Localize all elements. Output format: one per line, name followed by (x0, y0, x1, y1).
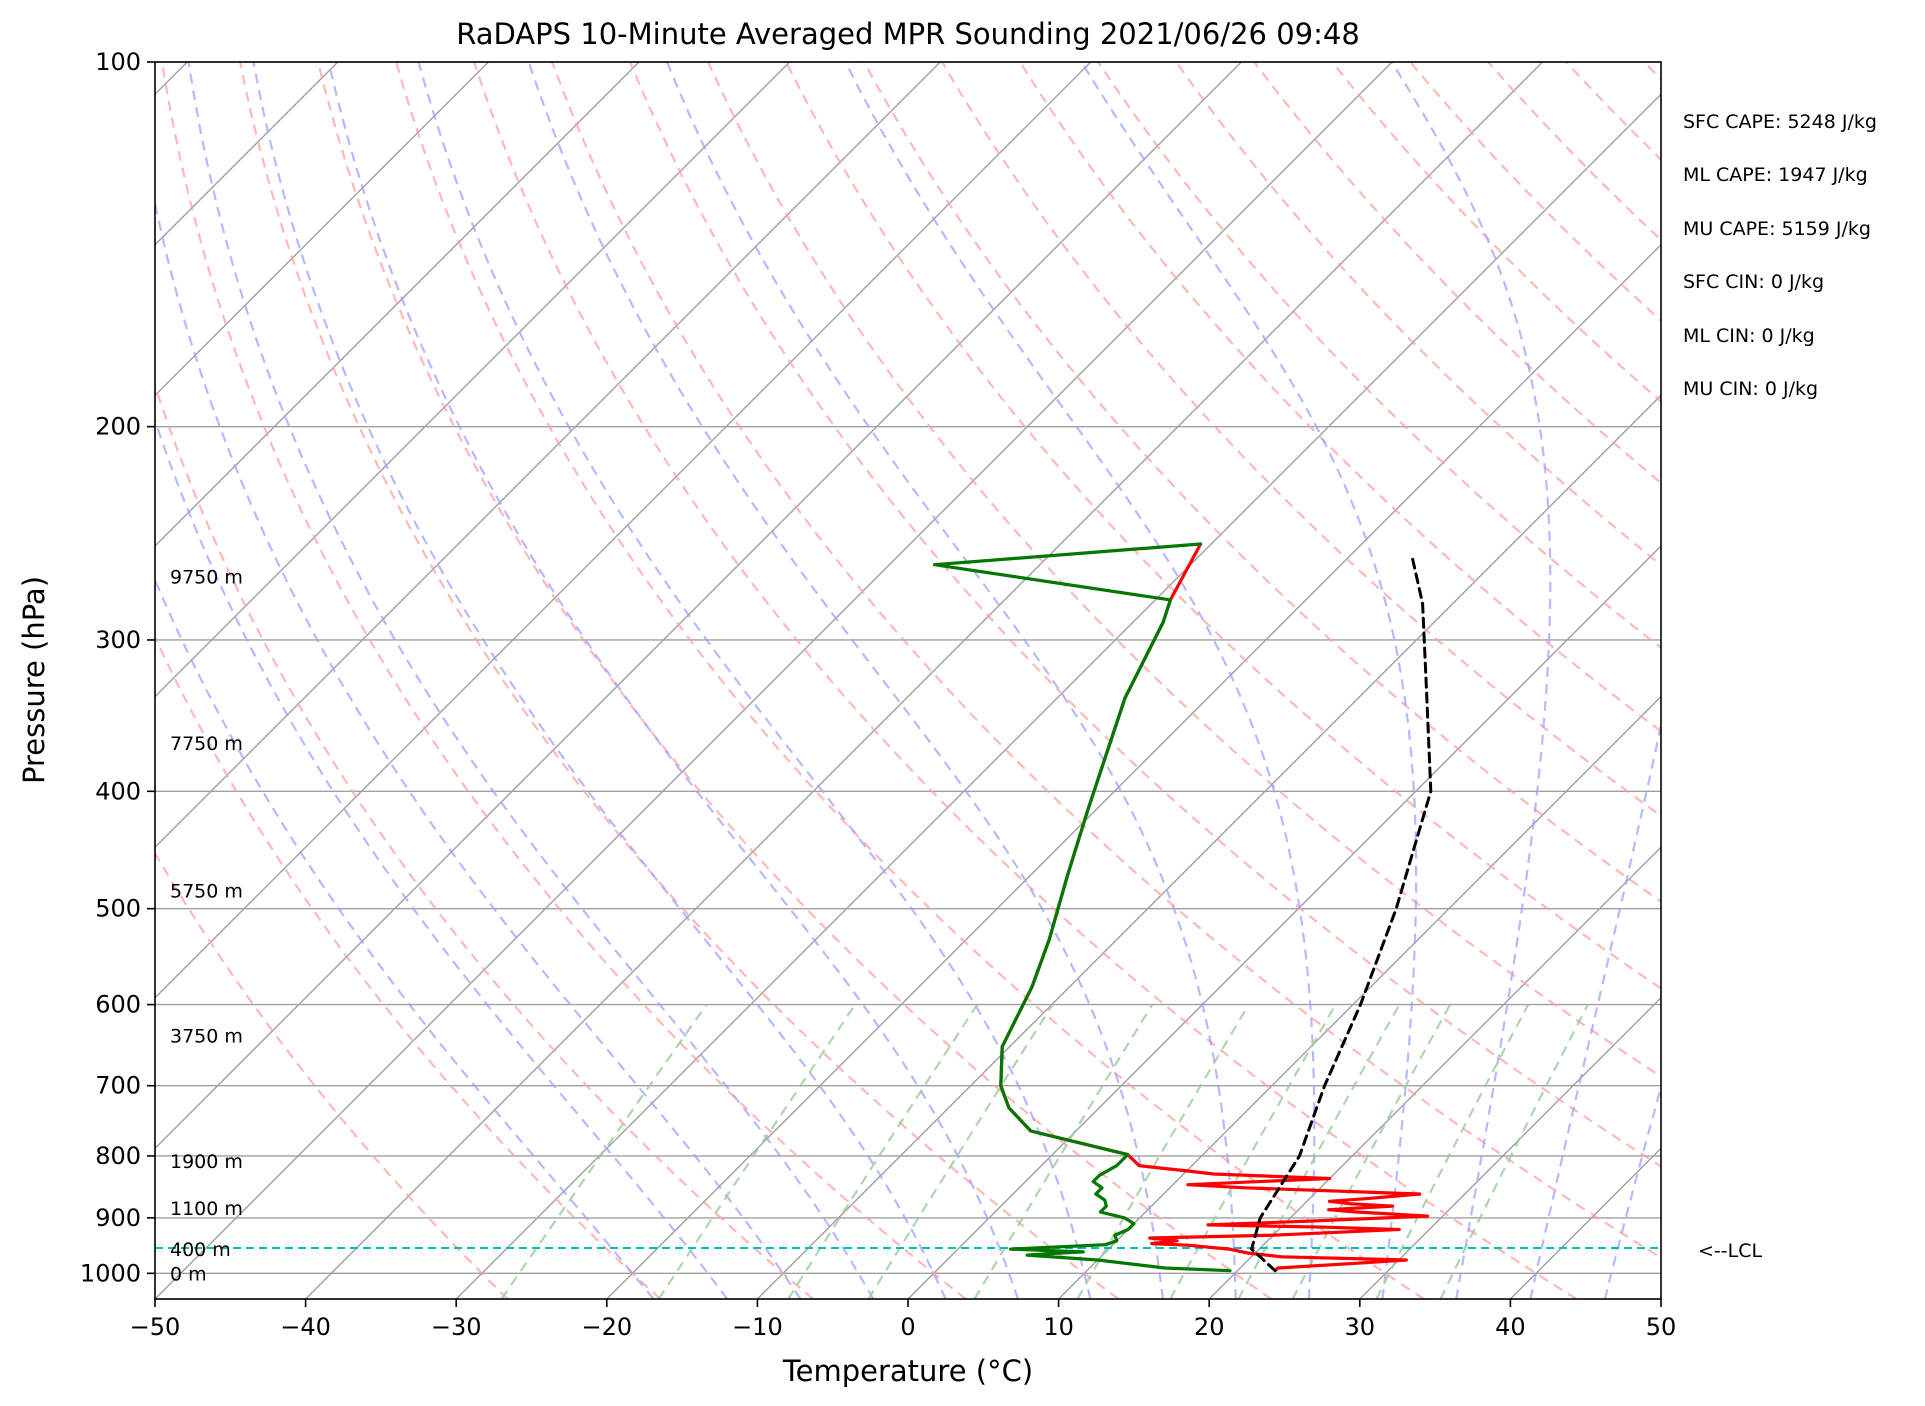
isotherm-line (155, 62, 489, 397)
dry-adiabat-line (551, 62, 1661, 1259)
isotherm-line (155, 62, 791, 698)
mixing-ratio-line (1291, 1004, 1452, 1299)
moist-adiabat-line (155, 198, 802, 1299)
ml-cin-text: ML CIN: 0 J/kg (1683, 325, 1815, 347)
sounding-series (932, 542, 1433, 1273)
mixing-ratio-line (867, 1004, 1054, 1299)
dewpoint-line (932, 542, 1232, 1273)
dry-adiabat-line (161, 62, 967, 1299)
dry-adiabat-line (629, 62, 1661, 1168)
mixing-ratio-line (787, 1003, 979, 1299)
height-label: 5750 m (170, 880, 243, 902)
isotherm-line (1208, 846, 1661, 1299)
pressure-gridlines (155, 62, 1661, 1275)
x-tick-label: −20 (581, 1313, 632, 1341)
x-tick-label: 40 (1495, 1313, 1526, 1341)
isotherm-line (907, 545, 1661, 1299)
moist-adiabat-line (252, 62, 947, 1299)
moist-adiabat-line (187, 62, 875, 1299)
x-tick-label: −40 (280, 1313, 331, 1341)
sfc-cin-text: SFC CIN: 0 J/kg (1683, 271, 1824, 293)
ml-cape-text: ML CAPE: 1947 J/kg (1683, 164, 1868, 186)
y-tick-label: 800 (95, 1142, 141, 1170)
moist-adiabat-line (327, 62, 1020, 1299)
dry-adiabat-line (155, 382, 814, 1299)
x-tick-label: 30 (1345, 1313, 1376, 1341)
height-label: 3750 m (170, 1025, 243, 1047)
isotherm-line (1359, 996, 1661, 1299)
height-label: 0 m (170, 1263, 207, 1285)
mixing-ratio-line (1237, 1004, 1401, 1299)
moist-adiabat-line (1390, 62, 1552, 1299)
dry-adiabat-line (941, 62, 1661, 818)
isotherm-line (305, 62, 1544, 1299)
parcel-line (1250, 553, 1433, 1273)
isotherm-line (155, 62, 941, 849)
height-label: 7750 m (170, 733, 243, 755)
y-tick-label: 700 (95, 1072, 141, 1100)
y-tick-label: 300 (95, 626, 141, 654)
x-tick-label: −50 (130, 1313, 181, 1341)
x-tick-label: −10 (732, 1313, 783, 1341)
x-tick-label: −30 (431, 1313, 482, 1341)
x-axis-title: Temperature (°C) (782, 1354, 1033, 1388)
lcl-label: <--LCL (1698, 1240, 1762, 1262)
isotherm-line (1058, 695, 1661, 1299)
y-axis-title: Pressure (hPa) (17, 576, 51, 784)
height-label: 400 m (170, 1239, 231, 1261)
isotherm-line (155, 62, 1393, 1299)
mu-cin-text: MU CIN: 0 J/kg (1683, 378, 1818, 400)
mixing-ratio-line (1169, 1004, 1337, 1299)
mixing-ratio-line (500, 1003, 708, 1299)
moist-adiabat-line (844, 62, 1316, 1299)
dry-adiabat-line (395, 62, 1425, 1299)
chart-title: RaDAPS 10-Minute Averaged MPR Sounding 2… (456, 17, 1360, 51)
isotherm-line (155, 62, 640, 547)
mixing-ratio-line (1439, 1004, 1589, 1299)
height-label: 9750 m (170, 567, 243, 589)
y-tick-label: 400 (95, 777, 141, 805)
dry-adiabat-line (155, 634, 662, 1299)
dry-adiabat-line (707, 62, 1661, 1078)
moist-adiabat-line (417, 62, 1092, 1299)
y-axis-ticks: 100 200 300 400 500 600 700 800 900 1000 (80, 48, 155, 1287)
isotherm-line (455, 93, 1661, 1299)
mu-cape-text: MU CAPE: 5159 J/kg (1683, 218, 1871, 240)
cape-cin-panel: SFC CAPE: 5248 J/kg ML CAPE: 1947 J/kg M… (1683, 111, 1877, 400)
x-tick-label: 0 (900, 1313, 915, 1341)
y-tick-label: 500 (95, 895, 141, 923)
y-tick-label: 900 (95, 1204, 141, 1232)
x-tick-label: 10 (1043, 1313, 1074, 1341)
height-label: 1100 m (170, 1198, 243, 1220)
height-label: 1900 m (170, 1151, 243, 1173)
isotherm-line (155, 62, 1092, 999)
isotherm-line (155, 62, 1242, 1150)
x-axis-ticks: −50 −40 −30 −20 −10 0 10 20 30 40 50 (130, 1299, 1677, 1341)
x-tick-label: 50 (1646, 1313, 1677, 1341)
mixing-ratio-line (657, 1003, 857, 1299)
y-tick-label: 100 (95, 48, 141, 76)
y-tick-label: 200 (95, 413, 141, 441)
dry-adiabat-line (1097, 62, 1661, 650)
moist-adiabat-line (1603, 1082, 1661, 1299)
moist-adiabat-line (1529, 719, 1661, 1299)
sfc-cape-text: SFC CAPE: 5248 J/kg (1683, 111, 1877, 133)
moist-adiabat-line (155, 416, 729, 1299)
y-tick-label: 600 (95, 991, 141, 1019)
dry-adiabat-line (239, 62, 1120, 1299)
moist-adiabat-line (155, 577, 655, 1299)
dry-adiabat-line (785, 62, 1661, 990)
x-tick-label: 20 (1194, 1313, 1225, 1341)
isotherm-line (606, 243, 1661, 1299)
dry-adiabat-line (155, 851, 509, 1299)
dry-adiabats (155, 62, 1661, 1299)
y-tick-label: 1000 (80, 1259, 141, 1287)
dry-adiabat-line (473, 62, 1578, 1299)
moist-adiabat-line (527, 62, 1164, 1299)
